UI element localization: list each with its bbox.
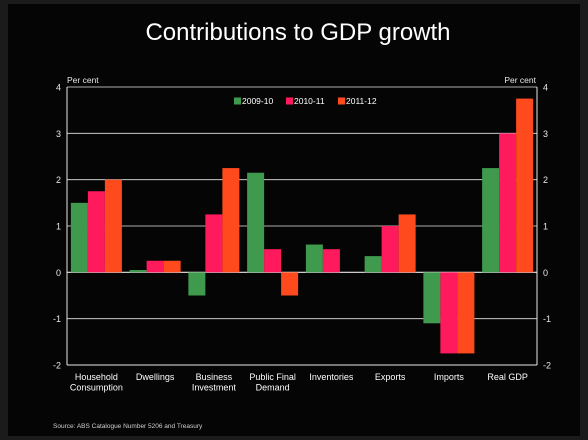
bar-2011-12 <box>516 98 534 273</box>
legend-swatch <box>286 97 293 105</box>
bar-2009-10 <box>482 168 500 273</box>
bar-2010-11 <box>381 226 399 273</box>
legend-swatch <box>234 97 241 105</box>
x-category-label: Public Final <box>249 372 296 382</box>
bar-2010-11 <box>87 191 105 273</box>
bar-2009-10 <box>188 272 206 296</box>
legend-swatch <box>338 97 345 105</box>
y-tick-label-left: 2 <box>56 175 61 185</box>
y-tick-label-right: 4 <box>543 83 548 93</box>
gdp-contributions-chart: Contributions to GDP growth Per cent Per… <box>53 19 551 430</box>
bar-2009-10 <box>305 244 323 273</box>
x-category-label: Demand <box>256 383 290 393</box>
bar-2011-12 <box>457 272 475 354</box>
bar-2011-12 <box>281 272 299 296</box>
x-category-label: Imports <box>434 372 465 382</box>
y-tick-label-right: 3 <box>543 129 548 139</box>
x-category-label: Household <box>75 372 118 382</box>
y-tick-label-left: 4 <box>56 83 61 93</box>
bar-2009-10 <box>423 272 441 324</box>
y-tick-label-right: 2 <box>543 175 548 185</box>
bar-2010-11 <box>205 214 223 273</box>
bar-2010-11 <box>264 249 282 273</box>
y-tick-label-right: 1 <box>543 222 548 232</box>
bar-2010-11 <box>440 272 458 354</box>
bar-2010-11 <box>146 260 164 273</box>
bar-2011-12 <box>398 214 416 273</box>
bar-2009-10 <box>70 202 88 273</box>
legend-label: 2009-10 <box>242 96 273 106</box>
legend-label: 2011-12 <box>346 96 377 106</box>
source-note: Source: ABS Catalogue Number 5206 and Tr… <box>53 423 203 430</box>
x-category-label: Dwellings <box>136 372 175 382</box>
slide: Contributions to GDP growth Per cent Per… <box>8 4 580 436</box>
y-tick-label-right: -1 <box>543 314 551 324</box>
y-axis-label-left: Per cent <box>67 75 99 85</box>
chart-title: Contributions to GDP growth <box>145 19 450 46</box>
legend-label: 2010-11 <box>294 96 325 106</box>
y-tick-label-left: -2 <box>53 361 61 371</box>
y-tick-label-left: 3 <box>56 129 61 139</box>
bar-2010-11 <box>499 133 517 273</box>
bar-2010-11 <box>322 249 340 273</box>
bar-2009-10 <box>129 270 147 273</box>
bar-2009-10 <box>247 172 265 273</box>
y-tick-label-left: -1 <box>53 314 61 324</box>
x-category-label: Inventories <box>309 372 354 382</box>
y-tick-label-left: 0 <box>56 268 61 278</box>
y-tick-label-right: -2 <box>543 361 551 371</box>
y-tick-label-right: 0 <box>543 268 548 278</box>
bar-2009-10 <box>364 256 382 273</box>
x-category-label: Investment <box>192 383 237 393</box>
y-axis-label-right: Per cent <box>504 75 536 85</box>
bar-2011-12 <box>222 168 240 273</box>
x-category-label: Business <box>196 372 233 382</box>
bar-2011-12 <box>104 179 122 273</box>
x-category-label: Exports <box>375 372 406 382</box>
y-tick-label-left: 1 <box>56 222 61 232</box>
x-category-label: Real GDP <box>487 372 528 382</box>
bar-2011-12 <box>163 260 181 273</box>
x-category-label: Consumption <box>70 383 123 393</box>
